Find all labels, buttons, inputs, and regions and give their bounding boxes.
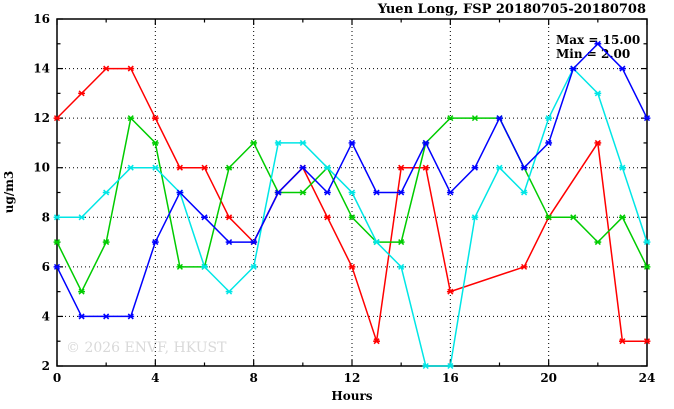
x-tick-label: 4 bbox=[151, 371, 159, 385]
series-cyan-markers bbox=[53, 65, 651, 370]
y-tick-label: 12 bbox=[33, 111, 50, 125]
chart-title: Yuen Long, FSP 20180705-20180708 bbox=[377, 2, 646, 17]
x-tick-label: 16 bbox=[442, 371, 459, 385]
y-tick-label: 14 bbox=[33, 62, 50, 76]
y-tick-label: 2 bbox=[42, 359, 50, 373]
y-tick-label: 10 bbox=[33, 161, 50, 175]
y-axis-title: ug/m3 bbox=[2, 171, 16, 214]
y-tick-label: 6 bbox=[42, 260, 50, 274]
series-blue-markers bbox=[53, 40, 651, 320]
x-tick-label: 8 bbox=[249, 371, 257, 385]
x-tick-label: 24 bbox=[639, 371, 656, 385]
series-red-line bbox=[56, 67, 647, 342]
x-tick-label: 0 bbox=[53, 371, 61, 385]
x-tick-label: 20 bbox=[540, 371, 557, 385]
y-tick-label: 16 bbox=[33, 12, 50, 26]
max-annotation: Max = 15.00 bbox=[556, 33, 640, 47]
series-blue bbox=[53, 40, 651, 320]
watermark: © 2026 ENVF, HKUST bbox=[66, 340, 227, 356]
x-tick-label: 12 bbox=[344, 371, 361, 385]
y-tick-label: 8 bbox=[42, 210, 50, 224]
y-tick-label: 4 bbox=[42, 309, 50, 323]
series-cyan bbox=[53, 65, 651, 370]
x-axis-title: Hours bbox=[331, 389, 372, 403]
